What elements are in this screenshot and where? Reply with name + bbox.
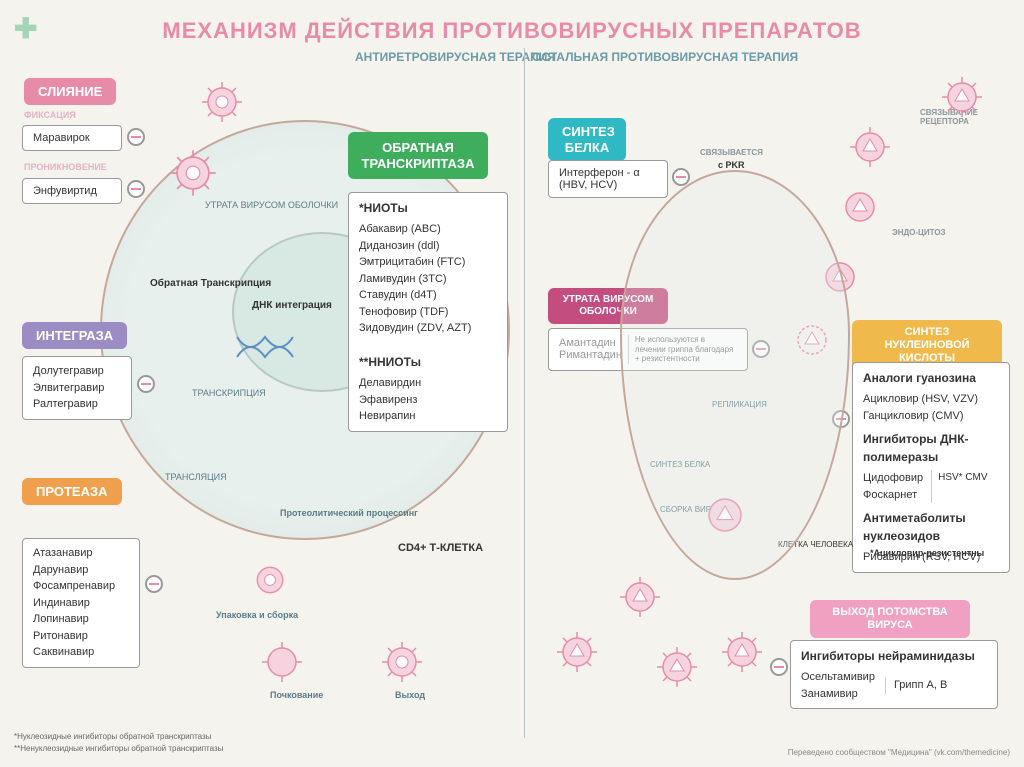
drug-interferon: Интерферон - α (HBV, HCV) [559,167,640,191]
d-saqu: Саквинавир [33,644,129,661]
lbl-transcription: ТРАНСКРИПЦИЯ [192,388,266,398]
tag-protein: СИНТЕЗ БЕЛКА [548,118,626,161]
acyclovir-note: *Ацикловир-резистентны [870,548,984,558]
box-enfuvirtide: Энфувиртид [22,178,122,204]
nrti-3: Ламивудин (3TC) [359,271,497,288]
subtitle-left: АНТИРЕТРОВИРУСНАЯ ТЕРАПИЯ [355,50,556,64]
virus-icon [940,75,984,119]
lbl-binds: СВЯЗЫВАЕТСЯ [700,148,763,157]
virus-icon [168,148,218,198]
drug-raltegravir: Ралтегравир [33,396,121,413]
dnapi-note: HSV* CMV [931,470,987,503]
box-nucleic: Аналоги гуанозина Ацикловир (HSV, VZV) Г… [852,362,1010,573]
virus-icon [200,80,244,124]
inhibit-maraviroc [127,128,145,146]
drug-dolutegravir: Долутегравир [33,363,121,380]
d-ataz: Атазанавир [33,545,129,562]
neura-note: Грипп A, B [885,677,947,694]
page: ✚ МЕХАНИЗМ ДЕЙСТВИЯ ПРОТИВОВИРУСНЫХ ПРЕП… [0,0,1024,767]
nrti-1: Диданозин (ddl) [359,238,497,255]
nrti-0: Абакавир (ABC) [359,221,497,238]
guano-1: Ганцикловир (CMV) [863,408,999,425]
footnote-1: *Нуклеозидные ингибиторы обратной транск… [14,732,211,741]
inhibit-protease [145,575,163,593]
guano-title: Аналоги гуанозина [863,369,999,387]
inhibit-release [770,658,788,676]
lbl-endo: ЭНДО-ЦИТОЗ [892,228,946,237]
antimetab-title: Антиметаболиты нуклеозидов [863,509,999,545]
inhibit-integrase [137,375,155,393]
dnapi-1: Фоскарнет [863,487,923,504]
box-integrase: Долутегравир Элвитегравир Ралтегравир [22,356,132,420]
center-divider [524,48,525,738]
label-fixation: ФИКСАЦИЯ [24,110,76,120]
virus-icon [655,645,699,689]
neura-0: Осельтамивир [801,669,875,686]
drug-enfuvirtide: Энфувиртид [33,185,97,197]
box-maraviroc: Маравирок [22,125,122,151]
tag-integrase: ИНТЕГРАЗА [22,322,127,349]
drug-maraviroc: Маравирок [33,132,90,144]
lbl-bud: Почкование [270,690,323,700]
lbl-pack: Упаковка и сборка [216,610,298,620]
virus-icon [618,575,662,619]
nnrti-title: **ННИОТы [359,353,497,371]
dna-icon [235,332,295,367]
lbl-dnaint: ДНК интеграция [252,300,332,311]
tag-protease: ПРОТЕАЗА [22,478,122,505]
virus-icon [720,630,764,674]
tag-release: ВЫХОД ПОТОМСТВА ВИРУСА [810,600,970,638]
neura-1: Занамивир [801,686,875,703]
tag-fusion: СЛИЯНИЕ [24,78,116,105]
box-interferon: Интерферон - α (HBV, HCV) [548,160,668,198]
dnapi-title: Ингибиторы ДНК-полимеразы [863,430,999,466]
lbl-pkr: с PKR [718,160,745,170]
plus-icon: ✚ [14,12,37,45]
virus-icon [250,560,290,600]
nrti-title: *НИОТы [359,199,497,217]
nnrti-1: Эфавиренз [359,392,497,409]
label-penetration: ПРОНИКНОВЕНИЕ [24,162,107,172]
virus-icon [380,640,424,684]
credit: Переведено сообществом "Медицина" (vk.co… [788,748,1010,757]
drug-rimant: Римантадин [559,349,622,361]
virus-icon [848,125,892,169]
box-rt: *НИОТы Абакавир (ABC) Диданозин (ddl) Эм… [348,192,508,432]
lbl-proteo: Протеолитический процессинг [280,508,418,518]
virus-icon [555,630,599,674]
human-cell [620,170,850,580]
d-daru: Дарунавир [33,562,129,579]
virus-icon [260,640,304,684]
nrti-2: Эмтрицитабин (FTC) [359,254,497,271]
drug-amant: Амантадин [559,337,622,349]
inhibit-enfuvirtide [127,180,145,198]
lbl-exit: Выход [395,690,425,700]
d-rito: Ритонавир [33,628,129,645]
dnapi-0: Цидофовир [863,470,923,487]
lbl-cd4: CD4+ Т-КЛЕТКА [398,542,483,554]
nrti-6: Зидовудин (ZDV, AZT) [359,320,497,337]
nnrti-2: Невирапин [359,408,497,425]
nnrti-0: Делавирдин [359,375,497,392]
box-release: Ингибиторы нейраминидазы Осельтамивир За… [790,640,998,709]
guano-0: Ацикловир (HSV, VZV) [863,391,999,408]
lbl-rt: Обратная Транскрипция [150,278,271,289]
lbl-translation: ТРАНСЛЯЦИЯ [165,472,227,482]
virus-icon [838,185,882,229]
neura-title: Ингибиторы нейраминидазы [801,647,987,665]
d-indi: Индинавир [33,595,129,612]
d-fosa: Фосампренавир [33,578,129,595]
footnote-2: **Ненуклеозидные ингибиторы обратной тра… [14,744,223,753]
d-lopi: Лопинавир [33,611,129,628]
drug-elvitegravir: Элвитегравир [33,380,121,397]
tag-rt: ОБРАТНАЯ ТРАНСКРИПТАЗА [348,132,488,179]
subtitle-right: ОСТАЛЬНАЯ ПРОТИВОВИРУСНАЯ ТЕРАПИЯ [532,50,798,64]
nrti-5: Тенофовир (TDF) [359,304,497,321]
lbl-uncoating: УТРАТА ВИРУСОМ ОБОЛОЧКИ [205,200,338,210]
box-protease: Атазанавир Дарунавир Фосампренавир Индин… [22,538,140,668]
nrti-4: Ставудин (d4T) [359,287,497,304]
